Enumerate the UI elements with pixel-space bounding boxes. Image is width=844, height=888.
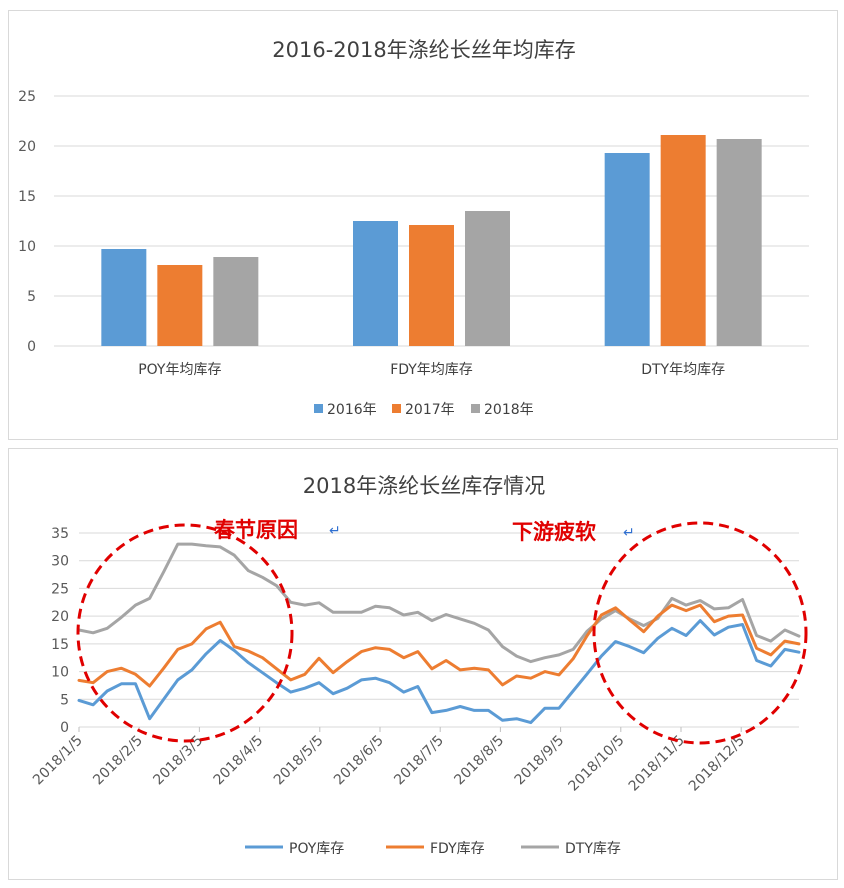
- y-tick-label: 30: [51, 554, 69, 570]
- y-tick-label: 5: [60, 692, 69, 708]
- legend-label: 2016年: [327, 402, 377, 418]
- annual-inventory-chart-panel: 2016-2018年涤纶长丝年均库存 0 5 10 15 20 25 POY年均库存 FDY…: [8, 10, 838, 440]
- x-tick-label: 2018/2/5: [90, 733, 146, 789]
- x-tick-label: 2018/7/5: [391, 733, 447, 789]
- x-tick-label: 2018/5/5: [271, 733, 327, 789]
- x-tick-label: 2018/4/5: [211, 733, 267, 789]
- legend-swatch: [392, 404, 401, 413]
- y-tick-label: 5: [27, 289, 36, 305]
- bar-2016年-POY年均库存: [101, 249, 147, 346]
- annotation-downstream-weak: 下游疲软: [512, 520, 596, 544]
- annotation-spring-festival: 春节原因: [214, 518, 298, 542]
- x-tick-label: 2018/6/5: [331, 733, 387, 789]
- series-line-POY库存: [77, 619, 801, 725]
- y-tick-label: 10: [51, 665, 69, 681]
- y-tick-label: 0: [60, 720, 69, 736]
- legend-swatch: [314, 404, 323, 413]
- x-tick-label: 2018/3/5: [150, 733, 206, 789]
- legend-swatch: [471, 404, 480, 413]
- bar-2018年-DTY年均库存: [716, 139, 762, 346]
- y-tick-label: 25: [18, 89, 36, 105]
- chart-title: 2018年涤纶长丝库存情况: [303, 474, 545, 498]
- x-tick-label: 2018/11/5: [626, 733, 688, 795]
- series-line-DTY库存: [77, 542, 801, 664]
- y-tick-label: 25: [51, 581, 69, 597]
- y-tick-label: 0: [27, 339, 36, 355]
- bar-2017年-DTY年均库存: [660, 135, 706, 346]
- x-tick-label: 2018/9/5: [512, 733, 568, 789]
- y-tick-label: 15: [51, 637, 69, 653]
- return-mark-icon: ↵: [623, 525, 635, 541]
- category-label: DTY年均库存: [641, 362, 725, 378]
- legend-label: FDY库存: [430, 841, 485, 857]
- y-tick-label: 15: [18, 189, 36, 205]
- bar-2018年-FDY年均库存: [465, 211, 510, 346]
- annual-inventory-bar-chart: 2016-2018年涤纶长丝年均库存 0 5 10 15 20 25 POY年均库存 FDY…: [18, 38, 809, 418]
- legend-label: 2018年: [484, 402, 534, 418]
- bar-2017年-POY年均库存: [157, 265, 203, 346]
- y-tick-label: 20: [18, 139, 36, 155]
- legend-label: POY库存: [289, 841, 344, 857]
- monthly-inventory-chart-panel: 2018年涤纶长丝库存情况 0 5 10 15 20 25 30 35 2018/1/5 201…: [8, 448, 838, 880]
- legend-label: 2017年: [405, 402, 455, 418]
- spring-festival-highlight-circle: [76, 523, 294, 743]
- category-label: FDY年均库存: [390, 362, 473, 378]
- downstream-weak-highlight-circle: [592, 521, 808, 745]
- bar-2017年-FDY年均库存: [409, 225, 454, 346]
- series-line-FDY库存: [77, 603, 801, 688]
- x-tick-label: 2018/8/5: [451, 733, 507, 789]
- chart-title: 2016-2018年涤纶长丝年均库存: [272, 38, 575, 62]
- x-tick-label: 2018/1/5: [30, 733, 86, 789]
- legend-label: DTY库存: [565, 841, 621, 857]
- category-label: POY年均库存: [138, 362, 221, 378]
- y-tick-label: 20: [51, 609, 69, 625]
- bar-2016年-FDY年均库存: [353, 221, 398, 346]
- x-tick-label: 2018/10/5: [566, 733, 628, 795]
- y-tick-label: 35: [51, 526, 69, 542]
- y-tick-label: 10: [18, 239, 36, 255]
- return-mark-icon: ↵: [329, 523, 341, 539]
- bar-2018年-POY年均库存: [213, 257, 259, 346]
- bar-2016年-DTY年均库存: [604, 153, 650, 346]
